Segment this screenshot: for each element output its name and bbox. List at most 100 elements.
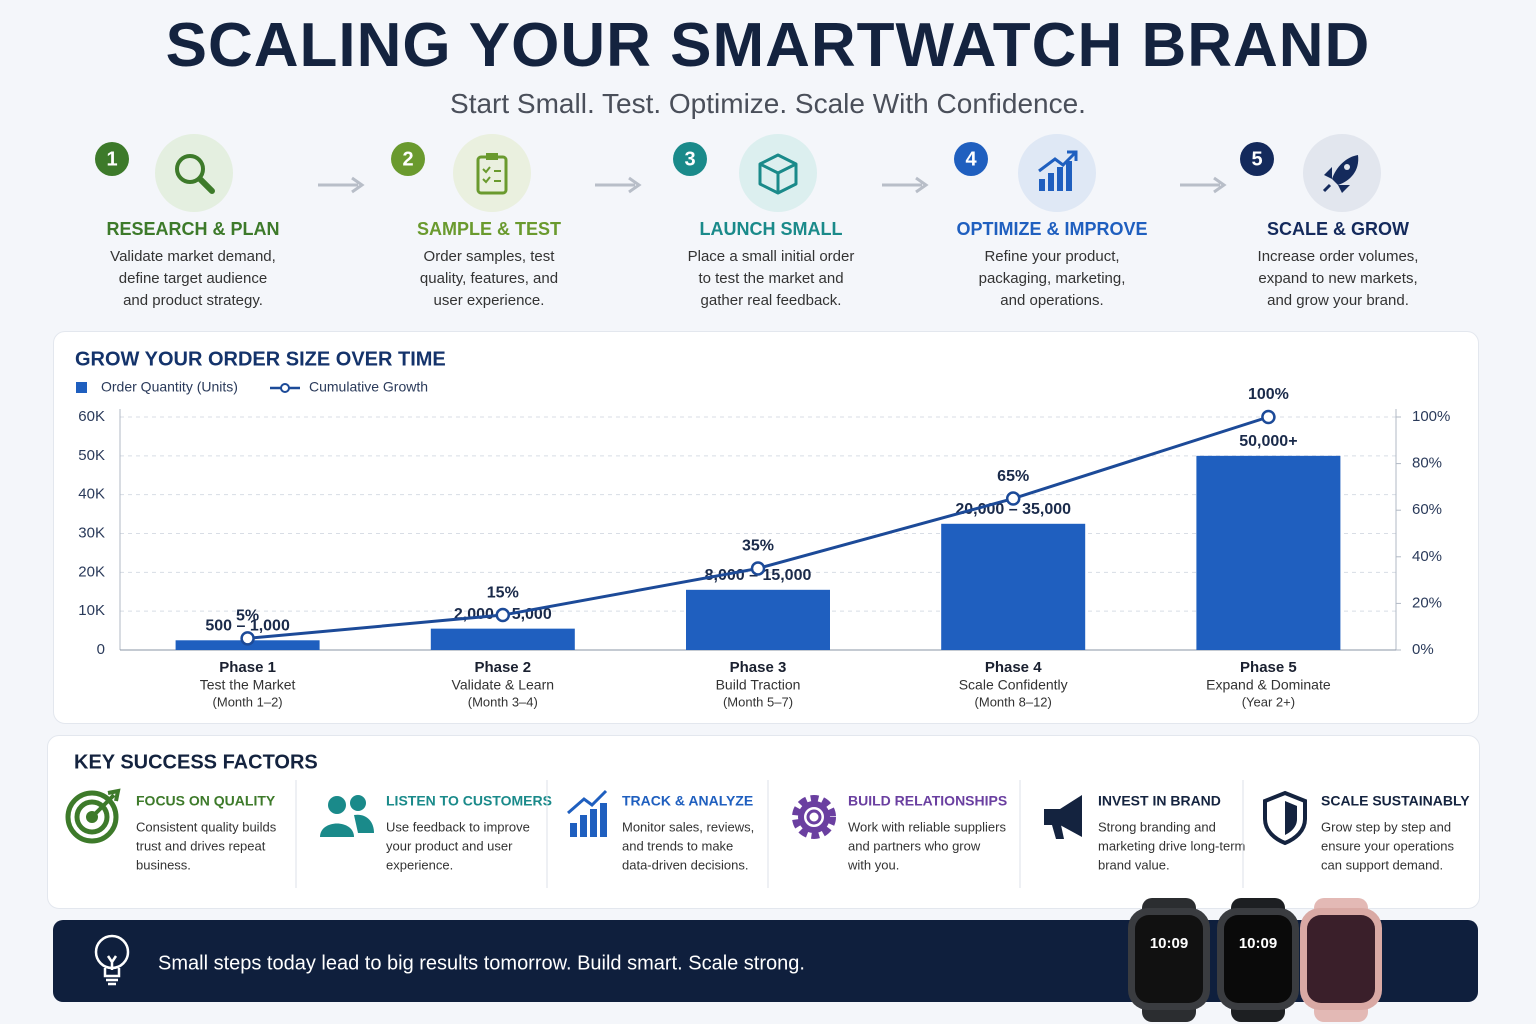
step-arrowhead — [628, 176, 642, 194]
step-title: OPTIMIZE & IMPROVE — [956, 219, 1147, 239]
y-tick-label: 20K — [78, 563, 105, 580]
x-tick-label: Phase 4 — [985, 659, 1042, 676]
step-icon — [175, 154, 215, 194]
y-tick-label: 0 — [97, 641, 105, 658]
y2-tick-label: 40% — [1412, 548, 1442, 565]
watch-screen — [1135, 915, 1203, 1003]
step-number-badge — [391, 142, 425, 176]
factor-text: Monitor sales, reviews, — [622, 819, 754, 834]
factor-title: SCALE SUSTAINABLY — [1321, 793, 1470, 809]
bar-label: 50,000+ — [1239, 433, 1297, 450]
step-number: 3 — [684, 148, 695, 170]
icon-part — [798, 801, 830, 833]
factor-text: trust and drives repeat — [136, 838, 266, 853]
icon-part — [1322, 183, 1332, 193]
icon-part — [74, 799, 110, 835]
step-number-badge — [954, 142, 988, 176]
icon-part — [792, 795, 836, 839]
factor-text: Grow step by step and — [1321, 819, 1451, 834]
step-icon — [1322, 155, 1359, 193]
step-text: and grow your brand. — [1267, 292, 1409, 309]
icon-part — [1067, 150, 1078, 161]
growth-point — [495, 607, 511, 623]
watch-time: 10:09 — [1239, 935, 1277, 952]
icon-part — [103, 955, 121, 986]
icon-part — [758, 153, 798, 195]
step-text: to test the market and — [698, 270, 843, 287]
icon-part — [1344, 164, 1350, 170]
step-text: and operations. — [1000, 292, 1103, 309]
icon-part — [1044, 795, 1082, 837]
legend-swatch — [76, 382, 87, 393]
y-tick-label: 50K — [78, 447, 105, 464]
factor-icon — [1044, 795, 1082, 839]
step-icon — [1038, 150, 1078, 191]
step-text: Refine your product, — [984, 248, 1119, 265]
x-tick-detail: Expand & Dominate — [1206, 677, 1331, 693]
factor-text: experience. — [386, 857, 453, 872]
y2-tick-label: 100% — [1412, 408, 1450, 425]
factor-icon — [65, 788, 121, 844]
step-number: 1 — [106, 148, 117, 170]
y-tick-label: 40K — [78, 486, 105, 503]
growth-label: 35% — [742, 538, 774, 555]
icon-part — [1263, 790, 1307, 846]
icon-part — [90, 788, 121, 819]
icon-part — [486, 153, 498, 160]
factor-title: BUILD RELATIONSHIPS — [848, 793, 1007, 809]
icon-part — [328, 796, 346, 814]
icon-part — [197, 176, 215, 194]
step-number: 4 — [965, 148, 977, 170]
y2-tick-label: 60% — [1412, 501, 1442, 518]
factor-text: and trends to make — [622, 838, 733, 853]
icon-part — [320, 823, 354, 837]
step-number-badge — [673, 142, 707, 176]
step-icon — [758, 153, 798, 195]
step-text: Order samples, test — [424, 248, 556, 265]
step-number-badge — [95, 142, 129, 176]
x-tick-period: (Month 5–7) — [723, 694, 793, 709]
x-tick-label: Phase 5 — [1240, 659, 1297, 676]
y-tick-label: 10K — [78, 602, 105, 619]
step-number-badge — [1240, 142, 1274, 176]
x-tick-period: (Year 2+) — [1242, 694, 1295, 709]
step-icon-bg — [155, 134, 233, 212]
growth-label: 65% — [997, 468, 1029, 485]
factor-text: data-driven decisions. — [622, 857, 748, 872]
x-tick-label: Phase 3 — [730, 659, 787, 676]
icon-part — [350, 795, 366, 811]
factor-icon — [567, 789, 608, 837]
factor-icon — [320, 795, 374, 837]
factors-title: KEY SUCCESS FACTORS — [74, 751, 318, 773]
icon-part — [354, 814, 374, 833]
icon-part — [1332, 155, 1359, 185]
factor-text: ensure your operations — [1321, 838, 1454, 853]
factor-text: with you. — [847, 857, 899, 872]
step-arrowhead — [915, 176, 929, 194]
step-title: SCALE & GROW — [1267, 219, 1409, 239]
footer-text: Small steps today lead to big results to… — [158, 952, 805, 974]
icon-part — [1039, 179, 1045, 191]
x-tick-detail: Validate & Learn — [452, 677, 554, 693]
step-text: expand to new markets, — [1258, 270, 1417, 287]
growth-point — [750, 561, 766, 576]
factors-card — [47, 735, 1480, 909]
legend-label: Order Quantity (Units) — [101, 379, 238, 395]
factor-text: your product and user — [386, 838, 513, 853]
factor-title: FOCUS ON QUALITY — [136, 793, 276, 809]
x-tick-label: Phase 2 — [474, 659, 531, 676]
page-title: SCALING YOUR SMARTWATCH BRAND — [165, 11, 1371, 80]
step-text: define target audience — [119, 270, 267, 287]
step-text: Validate market demand, — [110, 248, 276, 265]
bar — [686, 589, 830, 650]
step-text: Place a small initial order — [688, 248, 855, 265]
factor-icon — [792, 795, 836, 839]
growth-label: 15% — [487, 584, 519, 601]
step-text: Increase order volumes, — [1258, 248, 1419, 265]
factor-title: TRACK & ANALYZE — [622, 793, 753, 809]
icon-part — [1285, 801, 1297, 835]
step-number: 2 — [402, 148, 413, 170]
factor-text: Use feedback to improve — [386, 819, 530, 834]
icon-part — [65, 790, 119, 844]
